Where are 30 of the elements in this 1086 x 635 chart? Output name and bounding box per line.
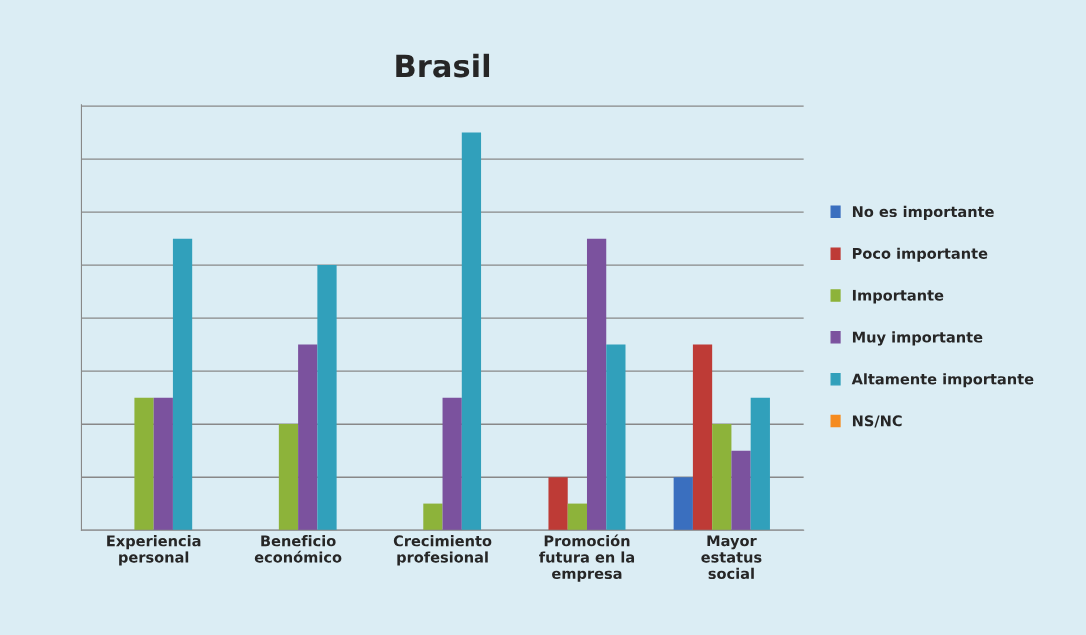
x-tick-label: Crecimiento profesional	[393, 535, 492, 566]
bar	[548, 477, 568, 531]
bar	[606, 344, 626, 531]
bar	[731, 450, 751, 531]
bar	[586, 238, 607, 531]
legend-label: Poco importante	[852, 247, 988, 262]
x-tick-label: Beneficio económico	[254, 535, 342, 563]
bar	[750, 397, 770, 531]
bar	[172, 238, 193, 531]
bar	[298, 344, 318, 531]
bar	[423, 503, 443, 531]
legend-label: NS/NC	[852, 415, 902, 428]
legend-label: No es importante	[852, 205, 994, 220]
bar	[461, 132, 482, 531]
bar	[692, 344, 713, 531]
x-tick-label: Experiencia personal	[107, 535, 201, 566]
bar	[442, 397, 462, 531]
bar	[712, 424, 732, 531]
x-tick-label: Mayor estatus social	[701, 535, 762, 580]
bar	[278, 424, 299, 531]
x-tick-label: Promoción futura en la empresa	[539, 534, 635, 582]
bar	[673, 477, 693, 531]
bar	[134, 397, 154, 531]
legend-label: Muy importante	[852, 331, 983, 346]
bar	[153, 397, 173, 531]
legend-label: Altamente importante	[851, 373, 1034, 388]
bar	[317, 265, 337, 531]
chart-title: Brasil	[396, 53, 490, 78]
bar	[567, 503, 587, 531]
legend-label: Importante	[852, 289, 944, 304]
